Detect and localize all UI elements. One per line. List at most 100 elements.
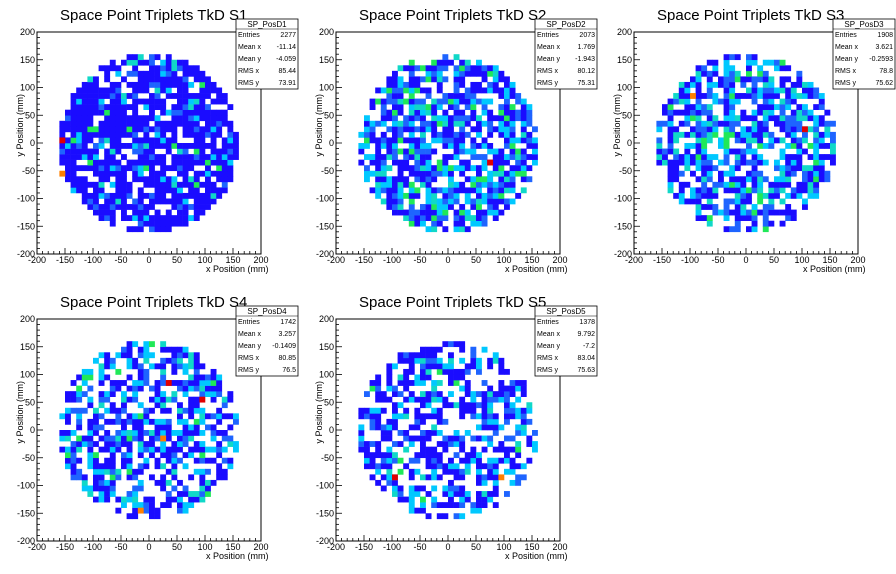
bin [673, 137, 680, 144]
bin [448, 120, 454, 127]
bin [386, 87, 393, 94]
bin [425, 70, 432, 77]
bin-hot [137, 507, 144, 514]
bin [171, 215, 178, 221]
bin [216, 187, 223, 194]
bin [392, 154, 398, 160]
bin [227, 463, 234, 470]
bin [87, 165, 94, 172]
bin [532, 143, 538, 149]
bin [132, 491, 139, 497]
bin [723, 226, 730, 233]
bin [448, 204, 454, 210]
bin [408, 59, 415, 66]
bin [132, 468, 139, 475]
bin [408, 357, 415, 364]
bin [420, 507, 426, 514]
bin [813, 176, 820, 183]
bin [403, 65, 410, 72]
stats-value: -0.2593 [869, 56, 893, 63]
bin [205, 165, 211, 172]
bin [403, 165, 410, 172]
bin [796, 76, 803, 83]
bin [425, 93, 432, 99]
bin [397, 126, 404, 133]
bin [757, 104, 764, 110]
bin [364, 165, 370, 172]
bin [448, 176, 454, 183]
bin [177, 380, 183, 386]
bin [408, 468, 415, 475]
bin [431, 363, 438, 370]
bin [751, 137, 758, 144]
bin [706, 170, 713, 177]
bin [504, 170, 510, 177]
bin [459, 402, 466, 409]
bin [109, 357, 116, 364]
bin [375, 385, 382, 392]
bin [104, 192, 111, 199]
bin [487, 491, 494, 497]
bin [358, 159, 365, 166]
bin [132, 385, 139, 392]
bin [216, 93, 223, 99]
bin [65, 170, 71, 177]
bin [515, 93, 522, 99]
bin [403, 209, 410, 216]
bin [375, 391, 382, 397]
bin [126, 513, 133, 520]
bin [160, 159, 167, 166]
bin [751, 87, 758, 94]
bin [98, 463, 105, 470]
bin [442, 468, 449, 475]
bin [397, 104, 404, 110]
x-tick-label: 200 [552, 542, 567, 552]
bin [734, 148, 741, 155]
bin [408, 98, 415, 105]
bin [210, 391, 217, 397]
bin [137, 198, 144, 205]
bin [408, 93, 415, 99]
bin [369, 159, 376, 166]
bin [109, 491, 116, 497]
bin [165, 143, 172, 149]
bin [425, 165, 432, 172]
bin [104, 391, 111, 397]
bin [87, 181, 94, 188]
bin [425, 452, 432, 459]
bin [171, 109, 178, 116]
bin [453, 93, 460, 99]
bin [487, 418, 494, 425]
bin [492, 457, 499, 464]
bin [199, 87, 206, 94]
bin [464, 209, 471, 216]
bin [143, 154, 150, 160]
bin [143, 59, 150, 66]
bin [695, 70, 702, 77]
bin [464, 59, 471, 66]
bin [481, 159, 488, 166]
bin [109, 198, 116, 205]
bin [459, 70, 466, 77]
stats-value: -11.14 [277, 44, 296, 51]
bin [165, 396, 172, 403]
bin [392, 441, 398, 447]
bin [690, 104, 696, 110]
bin [104, 204, 111, 210]
bin [448, 402, 454, 409]
bin [104, 463, 111, 470]
bin [785, 87, 792, 94]
bin-hot [498, 474, 505, 481]
bin [476, 220, 482, 227]
bin [420, 485, 426, 492]
bin [121, 391, 127, 397]
bin [695, 81, 702, 88]
bin [420, 104, 426, 110]
bin [476, 452, 482, 459]
bin [701, 148, 708, 155]
bin [188, 352, 195, 359]
bin [487, 496, 494, 503]
bin [420, 131, 426, 138]
bin [93, 154, 99, 160]
